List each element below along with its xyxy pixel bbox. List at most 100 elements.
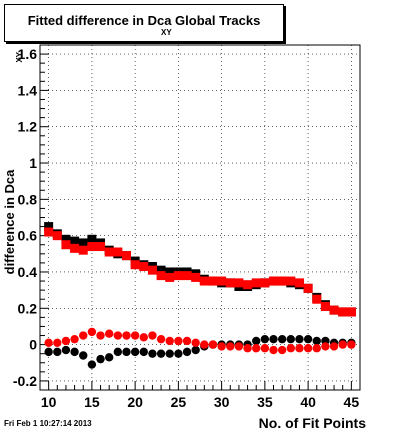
- data-point-circle: [61, 345, 71, 355]
- x-axis-label: No. of Fit Points: [259, 415, 367, 431]
- data-point-circle: [87, 360, 97, 369]
- data-point-square: [173, 271, 183, 281]
- data-point-square: [182, 271, 192, 281]
- data-point-square: [61, 234, 71, 244]
- data-point-circle: [321, 342, 330, 351]
- data-point-circle: [312, 336, 321, 346]
- y-tick-label: 0.8: [18, 191, 38, 207]
- chart-title-subscript: XY: [161, 28, 172, 37]
- data-point-square: [139, 262, 149, 272]
- data-point-square: [217, 276, 227, 286]
- data-point-square: [121, 251, 131, 261]
- data-point-circle: [156, 334, 166, 344]
- data-point-circle: [139, 333, 148, 342]
- data-point-circle: [53, 347, 62, 357]
- data-point-circle: [269, 345, 278, 355]
- y-tick-label: 1.6: [18, 46, 38, 62]
- data-point-square: [251, 278, 261, 288]
- data-point-circle: [286, 334, 296, 344]
- x-tick-label: 45: [344, 394, 360, 410]
- data-point-square: [87, 242, 97, 252]
- data-point-square: [78, 245, 88, 255]
- data-point-circle: [347, 340, 356, 349]
- data-point-circle: [252, 336, 261, 346]
- data-point-square: [61, 240, 71, 250]
- data-point-circle: [96, 354, 105, 364]
- data-point-square: [165, 267, 175, 277]
- data-point-circle: [70, 347, 79, 357]
- y-tick-label: 1: [29, 155, 37, 171]
- data-point-square: [260, 278, 270, 288]
- data-point-square: [312, 294, 322, 304]
- data-point-square: [277, 276, 287, 286]
- data-point-circle: [79, 351, 88, 360]
- y-axis-label-subscript: XY: [15, 51, 24, 62]
- data-point-circle: [182, 347, 192, 357]
- data-point-square: [70, 236, 80, 246]
- data-point-circle: [182, 336, 192, 346]
- data-point-circle: [277, 334, 287, 344]
- data-point-square: [87, 234, 97, 244]
- data-point-circle: [148, 349, 157, 358]
- data-point-square: [52, 231, 62, 241]
- data-point-square: [303, 283, 313, 293]
- data-point-square: [338, 307, 348, 317]
- y-tick-label: 0.2: [18, 300, 38, 316]
- data-point-circle: [303, 334, 313, 344]
- data-point-square: [191, 272, 201, 282]
- data-point-circle: [104, 329, 114, 338]
- data-point-square: [156, 265, 166, 275]
- data-point-circle: [277, 345, 287, 355]
- data-point-circle: [286, 344, 296, 353]
- data-point-square: [234, 278, 244, 288]
- data-point-circle: [139, 347, 148, 357]
- chart-title-box: Fitted difference in Dca Global Tracks X…: [4, 4, 284, 42]
- y-axis-label: difference in Dca: [2, 169, 17, 275]
- data-point-circle: [44, 338, 53, 347]
- x-tick-label: 25: [171, 394, 187, 410]
- data-point-circle: [53, 338, 62, 347]
- data-point-square: [113, 247, 123, 257]
- data-point-circle: [243, 344, 252, 353]
- data-point-circle: [61, 336, 71, 346]
- data-point-circle: [87, 327, 97, 337]
- tick-labels: 10 15 20 25 30 35 40 45 -0.2 0 0.2 0.4 0.6 0.8 1 1.2 1.4…: [13, 46, 359, 410]
- data-point-square: [147, 265, 157, 275]
- axis-ticks: [39, 44, 361, 391]
- data-point-circle: [113, 331, 123, 340]
- data-point-square: [329, 305, 339, 315]
- data-point-square: [208, 276, 218, 286]
- data-point-circle: [191, 345, 200, 355]
- y-tick-label: 1.2: [18, 119, 38, 135]
- data-point-square: [78, 238, 88, 248]
- data-point-square: [199, 276, 209, 286]
- data-point-circle: [260, 344, 270, 353]
- data-point-square: [320, 301, 330, 311]
- data-point-circle: [130, 331, 140, 340]
- data-point-square: [269, 276, 279, 286]
- data-point-circle: [174, 349, 183, 358]
- data-point-circle: [234, 342, 244, 351]
- timestamp-footer: Fri Feb 1 10:27:14 2013: [4, 419, 92, 428]
- data-point-circle: [260, 334, 270, 344]
- data-point-circle: [165, 336, 174, 346]
- data-point-circle: [303, 344, 313, 353]
- data-point-circle: [226, 342, 235, 351]
- data-point-circle: [79, 331, 88, 340]
- grid: [40, 45, 360, 390]
- data-point-circle: [252, 344, 261, 353]
- data-point-circle: [191, 338, 200, 347]
- data-point-square: [96, 242, 106, 252]
- data-point-circle: [70, 334, 79, 344]
- x-tick-label: 35: [257, 394, 273, 410]
- data-point-square: [44, 222, 54, 232]
- data-point-square: [294, 278, 304, 288]
- data-point-square: [130, 260, 140, 270]
- y-tick-label: 0.6: [18, 228, 38, 244]
- data-point-circle: [130, 347, 140, 357]
- x-tick-label: 20: [127, 394, 143, 410]
- data-point-circle: [104, 353, 114, 362]
- data-markers: [44, 222, 356, 369]
- data-point-circle: [156, 349, 166, 358]
